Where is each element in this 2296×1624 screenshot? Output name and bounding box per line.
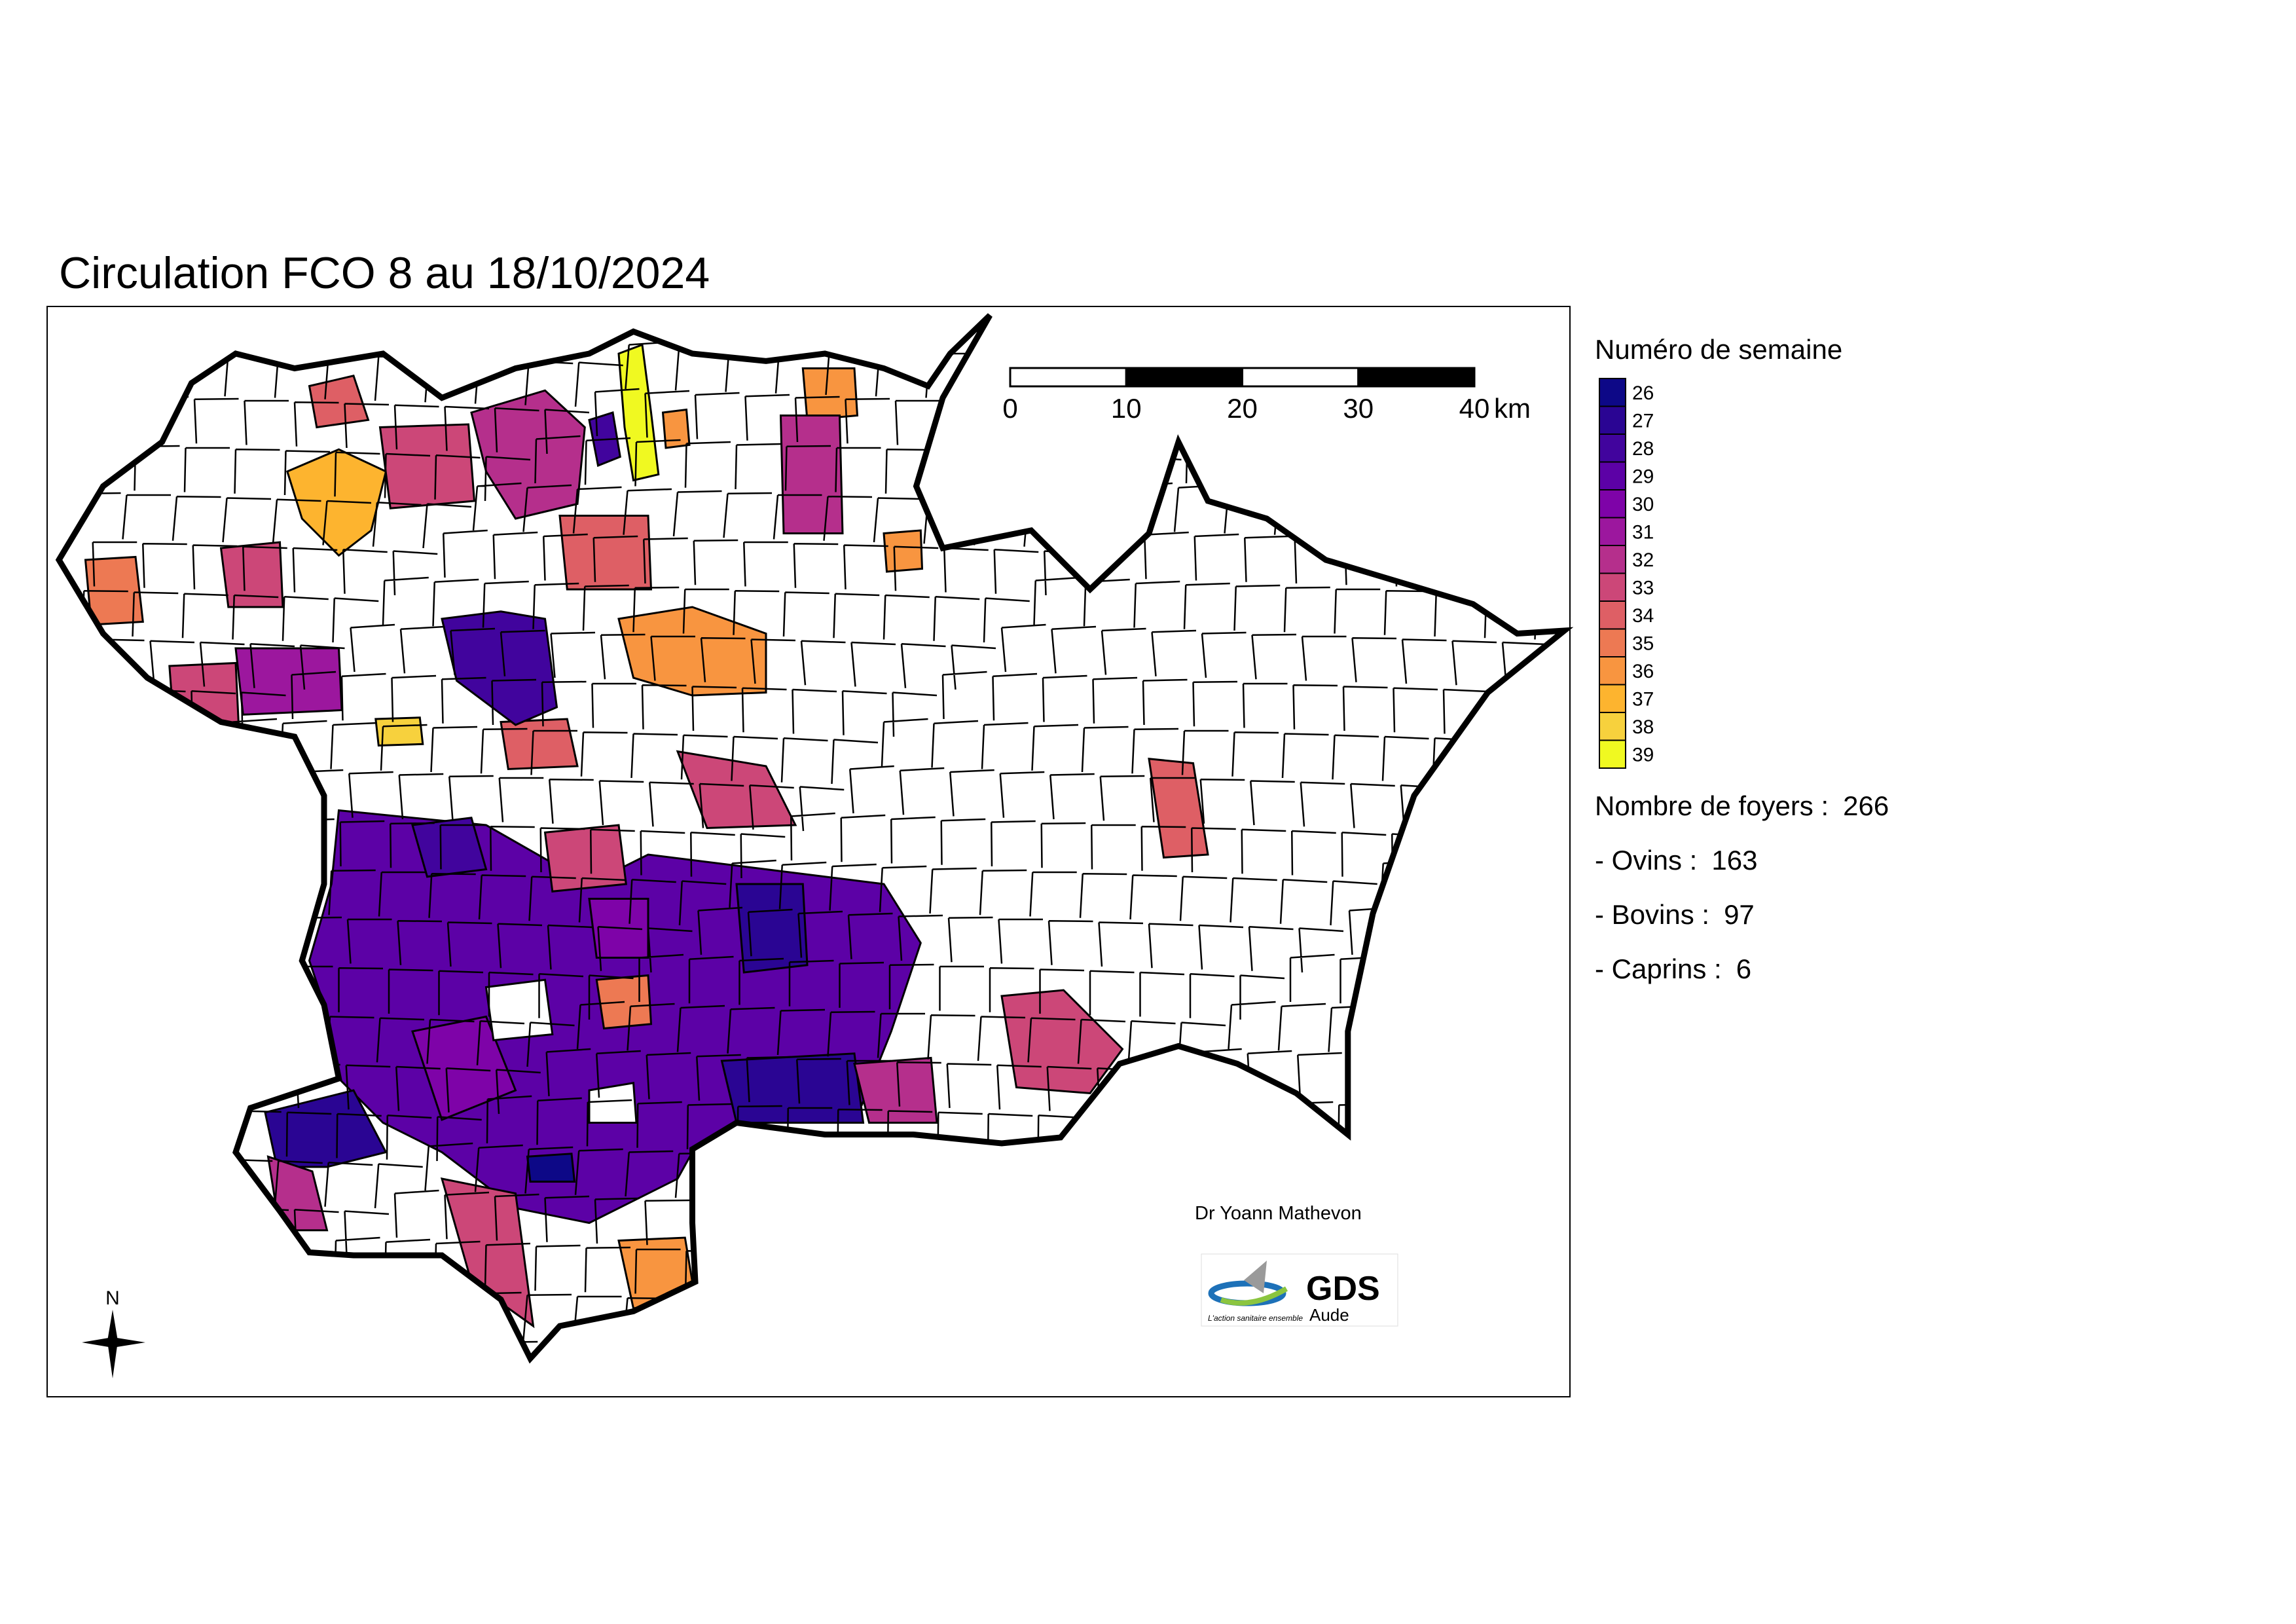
logo-swoosh <box>1220 1286 1288 1306</box>
legend-swatch <box>1599 489 1626 519</box>
legend-swatch <box>1599 517 1626 546</box>
logo-box <box>1201 1253 1398 1327</box>
commune <box>617 606 767 697</box>
logo: GDS Aude L'action sanitaire ensemble <box>1201 1253 1398 1327</box>
legend-label: 32 <box>1632 549 1654 571</box>
legend-label: 37 <box>1632 689 1654 710</box>
stat-value: 97 <box>1724 899 1755 930</box>
department-outline <box>55 313 1574 1364</box>
logo-sub: Aude <box>1309 1305 1349 1325</box>
scale-label: 20 <box>1227 393 1258 424</box>
commune <box>720 1052 865 1124</box>
scale-label: 30 <box>1343 393 1374 424</box>
commune <box>1000 989 1124 1095</box>
stat-label: - Caprins : <box>1595 953 1722 984</box>
legend-swatch <box>1599 600 1626 630</box>
scale-unit: km <box>1494 393 1531 424</box>
legend-label: 39 <box>1632 745 1654 766</box>
commune <box>526 1153 576 1183</box>
legend-swatch <box>1599 405 1626 435</box>
legend-label: 36 <box>1632 661 1654 682</box>
commune <box>676 750 797 830</box>
stat-label: - Bovins : <box>1595 899 1709 930</box>
commune <box>543 824 627 893</box>
commune <box>374 716 424 747</box>
scale-bar: 0 10 20 30 40 km <box>1002 367 1531 424</box>
legend-label: 31 <box>1632 522 1654 544</box>
commune <box>853 1056 938 1124</box>
commune <box>1148 758 1209 859</box>
commune <box>219 541 284 608</box>
stat-label: Nombre de foyers : <box>1595 790 1829 821</box>
legend-label: 35 <box>1632 633 1654 655</box>
stats: Nombre de foyers :266- Ovins :163- Bovin… <box>1595 790 1889 984</box>
scale-segment <box>1009 367 1127 388</box>
stat-value: 6 <box>1736 953 1751 984</box>
commune <box>779 415 844 534</box>
stat-line: - Ovins : 163 <box>1595 845 1757 876</box>
legend-swatch <box>1599 545 1626 574</box>
stat-line: - Caprins : 6 <box>1595 953 1751 984</box>
north-arrow: N <box>82 1287 145 1378</box>
legend-swatch <box>1599 712 1626 741</box>
communes <box>71 341 1565 1359</box>
logo-name: GDS <box>1306 1270 1380 1308</box>
legend-swatch <box>1599 656 1626 686</box>
commune <box>441 610 558 726</box>
legend-swatch <box>1599 378 1626 407</box>
commune <box>484 978 554 1042</box>
logo-tagline: L'action sanitaire ensemble <box>1208 1314 1303 1323</box>
legend-swatch <box>1599 628 1626 657</box>
commune <box>440 1177 535 1329</box>
commune <box>378 423 476 509</box>
legend-swatch <box>1599 739 1626 769</box>
legend-label: 30 <box>1632 494 1654 515</box>
legend: 26 27 28 29 30 31 32 33 34 35 36 37 38 39 <box>1599 378 1654 769</box>
commune <box>883 529 924 573</box>
logo-arrow <box>1244 1261 1267 1293</box>
legend-swatch <box>1599 572 1626 602</box>
author: Dr Yoann Mathevon <box>1195 1203 1362 1224</box>
stat-value: 163 <box>1711 845 1757 876</box>
map-frame <box>46 306 1571 1397</box>
legend-label: 29 <box>1632 466 1654 488</box>
legend-swatch <box>1599 461 1626 490</box>
legend-label: 34 <box>1632 605 1654 627</box>
commune <box>617 343 660 482</box>
commune <box>500 718 579 771</box>
legend-label: 26 <box>1632 382 1654 404</box>
commune <box>264 1089 388 1168</box>
scale-segment <box>1357 367 1476 388</box>
commune <box>411 817 488 878</box>
legend-label: 33 <box>1632 578 1654 599</box>
commune <box>801 367 859 421</box>
legend-swatch <box>1599 684 1626 713</box>
commune <box>661 408 691 449</box>
scale-segment <box>1125 367 1243 388</box>
legend-label: 38 <box>1632 716 1654 738</box>
stat-line: - Bovins : 97 <box>1595 899 1755 930</box>
legend-label: 28 <box>1632 438 1654 460</box>
legend-title: Numéro de semaine <box>1595 334 1842 365</box>
scale-label: 40 <box>1459 393 1490 424</box>
map-area <box>55 313 1574 1364</box>
title: Circulation FCO 8 au 18/10/2024 <box>59 248 710 298</box>
scale-segment <box>1241 367 1360 388</box>
commune <box>308 375 370 429</box>
north-label: N <box>105 1287 120 1309</box>
legend-swatch <box>1599 434 1626 463</box>
scale-label: 10 <box>1111 393 1142 424</box>
commune <box>588 1082 638 1124</box>
stat-value: 266 <box>1843 790 1889 821</box>
north-arrow-shape <box>82 1337 145 1348</box>
stat-label: - Ovins : <box>1595 845 1697 876</box>
commune <box>285 448 388 557</box>
scale-label: 0 <box>1002 393 1017 424</box>
legend-label: 27 <box>1632 411 1654 432</box>
stat-line: Nombre de foyers : 266 <box>1595 790 1889 821</box>
